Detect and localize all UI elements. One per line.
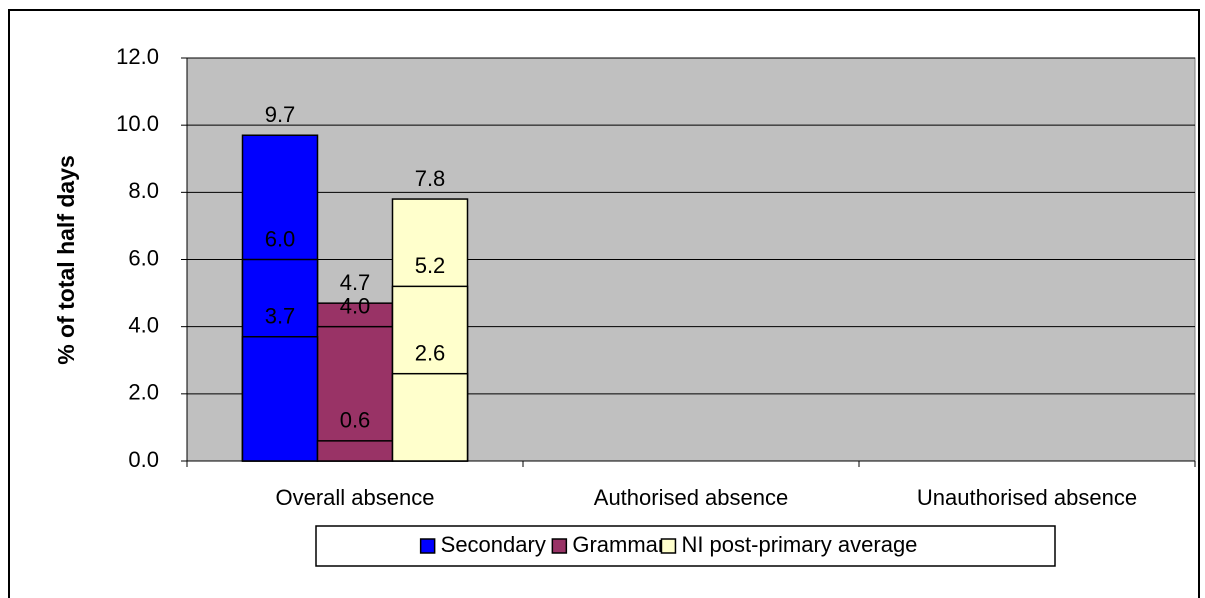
legend-label: Secondary xyxy=(441,532,546,557)
data-label: 7.8 xyxy=(415,166,446,191)
data-label: 3.7 xyxy=(265,304,296,329)
legend-label: NI post-primary average xyxy=(681,532,917,557)
x-tick-label: Authorised absence xyxy=(594,485,788,510)
data-label: 6.0 xyxy=(265,226,296,251)
x-tick-label: Unauthorised absence xyxy=(917,485,1137,510)
data-label: 0.6 xyxy=(340,408,371,433)
data-label: 5.2 xyxy=(415,253,446,278)
bar xyxy=(316,440,394,462)
legend-box xyxy=(315,525,1056,567)
data-label: 9.7 xyxy=(265,102,296,127)
y-tick-label: 0.0 xyxy=(128,447,159,472)
y-tick-label: 12.0 xyxy=(116,44,159,69)
y-tick-label: 4.0 xyxy=(128,312,159,337)
bar xyxy=(241,335,319,462)
data-label: 4.0 xyxy=(340,293,371,318)
data-label: 4.7 xyxy=(340,270,371,295)
bar xyxy=(391,372,469,462)
legend-swatch xyxy=(419,538,436,554)
y-tick-label: 2.0 xyxy=(128,380,159,405)
bar xyxy=(316,325,394,462)
data-label: 2.6 xyxy=(415,340,446,365)
y-tick-label: 6.0 xyxy=(128,245,159,270)
y-axis-label: % of total half days xyxy=(53,155,79,365)
y-tick-label: 8.0 xyxy=(128,178,159,203)
x-tick-label: Overall absence xyxy=(276,485,435,510)
y-tick-label: 10.0 xyxy=(116,111,159,136)
legend-label: Grammar xyxy=(572,532,665,557)
legend-swatch xyxy=(660,538,677,554)
legend-swatch xyxy=(551,538,568,554)
legend: Secondary Grammar NI post-primary average xyxy=(315,525,1056,567)
